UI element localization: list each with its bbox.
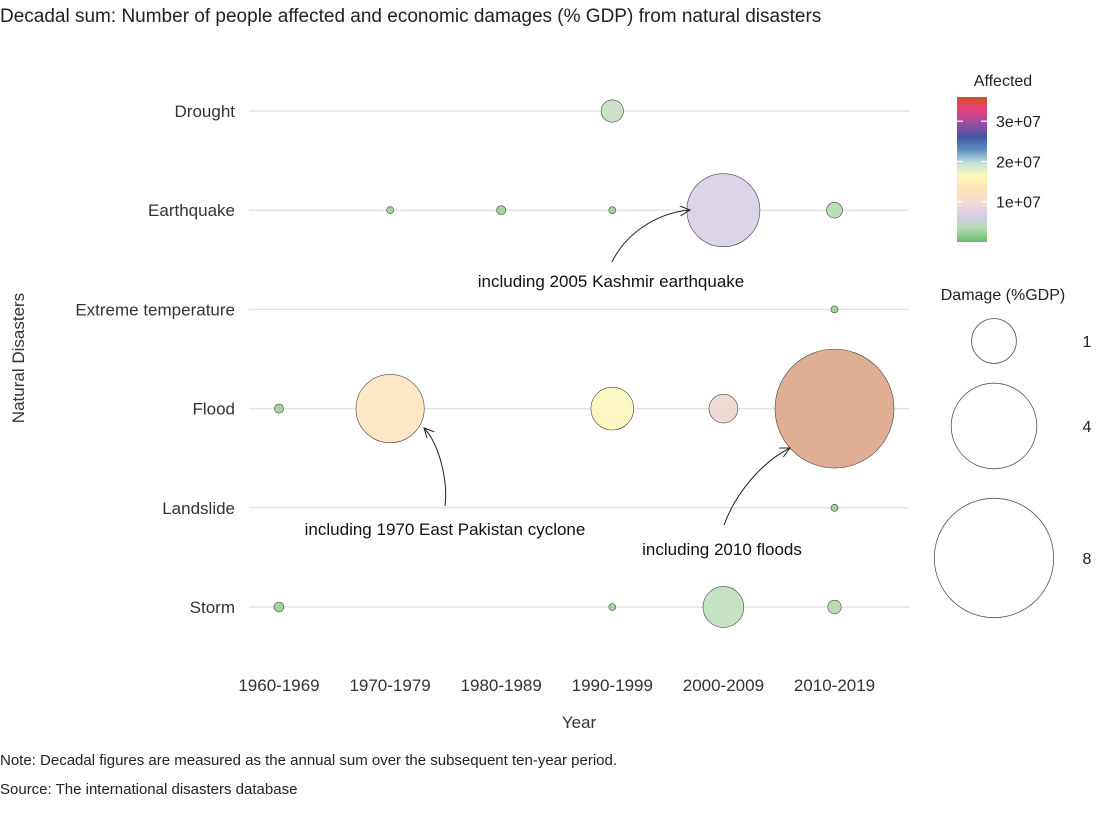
bubble-earthquake-1970-1979 — [386, 206, 394, 214]
color-legend-bar — [957, 97, 987, 242]
bubbles — [273, 99, 895, 628]
y-tick-label: Extreme temperature — [75, 300, 235, 319]
bubble-flood-2010-2019 — [774, 348, 895, 469]
size-legend-circle — [933, 497, 1055, 619]
source-text: Source: The international disasters data… — [0, 781, 298, 798]
color-legend-label: 2e+07 — [996, 154, 1041, 171]
x-axis-tick-labels: 1960-1969 1970-1979 1980-1989 1990-1999 2000… — [238, 676, 875, 695]
size-legend-label: 8 — [1083, 551, 1092, 568]
color-legend: Affected 3e+07 2e+07 1e+07 — [957, 73, 1041, 242]
annotation-arrow — [611, 210, 690, 263]
annotation-label: including 1970 East Pakistan cyclone — [305, 520, 586, 539]
bubble-earthquake-2010-2019 — [826, 201, 843, 219]
annotation-label: including 2010 floods — [642, 540, 802, 559]
bubble-extreme-temperature-2010-2019 — [830, 305, 839, 314]
bubble-earthquake-1990-1999 — [608, 206, 617, 215]
x-tick-label: 2000-2009 — [683, 676, 764, 695]
annotations: including 2005 Kashmir earthquake includi… — [305, 210, 802, 559]
x-axis-title: Year — [562, 713, 597, 732]
bubble-storm-2010-2019 — [827, 599, 842, 615]
size-legend-label: 4 — [1083, 419, 1092, 436]
size-legend-circle — [950, 382, 1038, 470]
size-legend-label: 1 — [1083, 334, 1092, 351]
annotation-arrow — [424, 428, 447, 507]
y-tick-label: Earthquake — [148, 201, 235, 220]
color-legend-label: 3e+07 — [996, 114, 1041, 131]
size-legend: Damage (%GDP) 1 4 8 — [933, 287, 1092, 619]
y-axis-tick-labels: Drought Earthquake Extreme temperature Floo… — [75, 102, 235, 617]
x-tick-label: 1970-1979 — [349, 676, 430, 695]
size-legend-circle — [971, 318, 1017, 364]
y-tick-label: Storm — [190, 598, 235, 617]
y-axis-title: Natural Disasters — [9, 293, 28, 423]
bubble-flood-2000-2009 — [708, 393, 739, 424]
y-tick-label: Flood — [192, 400, 235, 419]
x-tick-label: 2010-2019 — [794, 676, 875, 695]
x-tick-label: 1980-1989 — [461, 676, 542, 695]
bubble-storm-1960-1969 — [273, 601, 285, 613]
chart-title: Decadal sum: Number of people affected a… — [0, 6, 822, 27]
color-legend-title: Affected — [974, 73, 1032, 90]
annotation-label: including 2005 Kashmir earthquake — [478, 272, 745, 291]
y-tick-label: Landslide — [162, 499, 235, 518]
bubble-earthquake-2000-2009 — [686, 173, 761, 247]
annotation-arrow — [723, 448, 790, 526]
bubble-flood-1960-1969 — [274, 403, 284, 414]
bubble-earthquake-1980-1989 — [496, 205, 507, 216]
x-tick-label: 1990-1999 — [572, 676, 653, 695]
x-tick-label: 1960-1969 — [238, 676, 319, 695]
note-text: Note: Decadal figures are measured as th… — [0, 752, 618, 769]
bubble-flood-1990-1999 — [590, 386, 634, 431]
bubble-drought-1990-1999 — [600, 99, 624, 123]
bubble-landslide-2010-2019 — [830, 503, 839, 512]
bubble-storm-1990-1999 — [608, 603, 617, 611]
bubble-storm-2000-2009 — [702, 586, 745, 628]
bubble-flood-1970-1979 — [355, 374, 425, 444]
color-legend-label: 1e+07 — [996, 195, 1041, 212]
size-legend-title: Damage (%GDP) — [941, 287, 1065, 304]
y-tick-label: Drought — [175, 102, 236, 121]
